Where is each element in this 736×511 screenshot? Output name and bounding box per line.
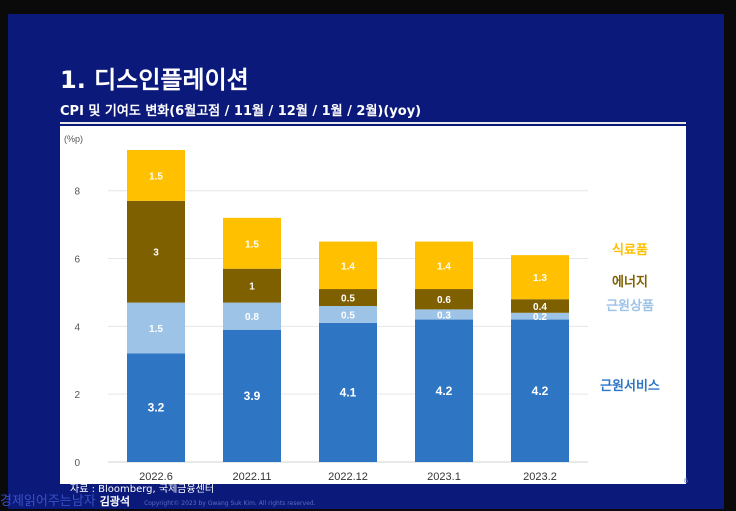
legend-label: 근원서비스 (600, 378, 660, 393)
author-name: 김광석 (99, 495, 131, 508)
bar-segment (127, 353, 185, 462)
bar-segment (319, 306, 377, 323)
data-label: 0.5 (341, 294, 355, 305)
bar-segment (511, 255, 569, 300)
bar-segment (415, 309, 473, 320)
bar-segment (511, 299, 569, 313)
bar-segment (511, 319, 569, 462)
legend-label: 식료품 (612, 242, 648, 257)
data-label: 4.2 (436, 384, 453, 398)
chart-panel: 0 2 4 6 8 (%p) 3.2 1.5 3 1.5 2022.6 3.9 0.8 1 1.5 2022.… (60, 126, 686, 484)
slide: 1. 디스인플레이션 CPI 및 기여도 변화(6월고점 / 11월 / 12월… (8, 14, 724, 509)
data-label: 3 (153, 248, 159, 259)
watermark-text: 경제읽어주는남자 (0, 494, 96, 509)
data-label: 0.4 (533, 302, 547, 313)
bar-segment (127, 150, 185, 201)
bar-segment (415, 241, 473, 290)
bar-segment (319, 241, 377, 290)
stacked-bar-chart: 0 2 4 6 8 (%p) 3.2 1.5 3 1.5 2022.6 3.9 0.8 1 1.5 2022.… (64, 134, 660, 483)
chart-subtitle: CPI 및 기여도 변화(6월고점 / 11월 / 12월 / 1월 / 2월)… (60, 104, 422, 119)
data-label: 0.6 (437, 295, 451, 306)
bar-segment (223, 217, 281, 269)
slide-title: 1. 디스인플레이션 (60, 66, 249, 94)
data-label: 0.5 (341, 310, 355, 321)
data-label: 1.5 (245, 239, 259, 250)
bar-segment (415, 289, 473, 310)
data-label: 1.5 (149, 324, 163, 335)
data-label: 1 (249, 282, 255, 293)
data-label: 1.5 (149, 171, 163, 182)
page-number: 6 (684, 478, 688, 485)
data-label: 0.8 (245, 312, 259, 323)
data-label: 3.2 (148, 401, 165, 415)
channel-watermark: 경제읽어주는남자 김광석 Copyright© 2023 by Gwang Suk … (0, 490, 315, 509)
legend-label: 에너지 (612, 274, 648, 289)
y-tick-label: 0 (74, 458, 80, 469)
bar-segment (223, 329, 281, 462)
data-label: 0.2 (533, 312, 547, 323)
title-divider (60, 122, 686, 124)
y-tick-label: 2 (74, 390, 80, 401)
bar-segment (127, 302, 185, 354)
bar-segment (511, 312, 569, 320)
data-label: 1.4 (437, 261, 451, 272)
bar-segment (223, 268, 281, 303)
data-label: 4.1 (340, 385, 357, 399)
bar-segment (319, 322, 377, 462)
y-tick-label: 4 (74, 322, 80, 333)
data-label: 0.3 (437, 310, 451, 321)
data-label: 1.3 (533, 273, 547, 284)
x-tick-label: 2022.11 (233, 471, 272, 483)
legend-label: 근원상품 (606, 298, 654, 313)
bar-segment (319, 289, 377, 306)
y-tick-label: 6 (74, 255, 80, 266)
data-label: 1.4 (341, 261, 355, 272)
x-tick-label: 2023.2 (523, 471, 557, 483)
x-tick-label: 2022.6 (139, 471, 173, 483)
bar-segment (223, 302, 281, 330)
bar-segment (127, 200, 185, 303)
y-tick-label: 8 (74, 187, 80, 198)
bar-segment (415, 319, 473, 462)
copyright-notice: Copyright© 2023 by Gwang Suk Kim. All ri… (144, 500, 316, 507)
data-label: 4.2 (532, 384, 549, 398)
x-tick-label: 2023.1 (427, 471, 461, 483)
x-tick-label: 2022.12 (328, 471, 368, 483)
y-unit-label: (%p) (64, 134, 83, 144)
data-label: 3.9 (244, 389, 261, 403)
source-note: 자료 : Bloomberg, 국제금융센터 (70, 484, 215, 495)
